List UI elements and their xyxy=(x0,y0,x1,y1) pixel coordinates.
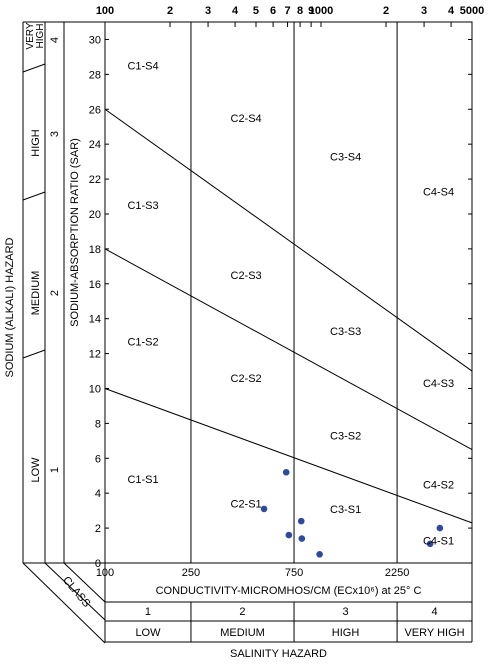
zone-label: C1-S1 xyxy=(127,474,158,486)
data-point xyxy=(316,550,323,558)
chart-frame xyxy=(22,21,473,644)
zone-label: C4-S4 xyxy=(423,186,454,198)
bottom-tick-label: 2250 xyxy=(385,567,409,579)
salinity-level-label: VERY HIGH xyxy=(404,627,464,639)
zone-label: C4-S2 xyxy=(423,479,454,491)
zone-label: C4-S3 xyxy=(423,378,454,390)
bottom-tick-label: 100 xyxy=(96,567,114,579)
zone-label: C2-S2 xyxy=(231,373,262,385)
y-tick-label: 22 xyxy=(89,174,101,186)
y-tick-label: 8 xyxy=(95,418,101,430)
y-tick-label: 4 xyxy=(95,488,101,500)
salinity-level-label: MEDIUM xyxy=(220,627,265,639)
data-point xyxy=(260,505,268,513)
corner-diagonal-outer xyxy=(22,562,106,644)
zone-label: C1-S4 xyxy=(127,61,158,73)
top-tick-label: 2 xyxy=(167,5,173,17)
left-hazard-label: SODIUM (ALKALI) HAZARD xyxy=(4,237,16,377)
x-axis-label: CONDUCTIVITY-MICROMHOS/CM (ECx10⁶) at 25… xyxy=(156,585,422,597)
sodium-class-divider-1 xyxy=(22,349,46,359)
sodium-class-divider-3 xyxy=(22,63,46,73)
sodium-class-divider-2 xyxy=(22,191,46,201)
data-point xyxy=(285,531,293,539)
data-point xyxy=(426,540,434,548)
top-tick-label: 3 xyxy=(205,5,211,17)
y-tick-label: 24 xyxy=(89,139,101,151)
zone-label: C4-S1 xyxy=(423,535,454,547)
salinity-level-label: LOW xyxy=(135,627,161,639)
y-tick-label: 0 xyxy=(95,558,101,570)
data-point xyxy=(297,517,305,525)
y-tick-label: 14 xyxy=(89,314,101,326)
zone-label: C3-S1 xyxy=(330,504,361,516)
top-tick-label: 8 xyxy=(297,5,303,17)
bottom-tick-label: 250 xyxy=(182,567,200,579)
data-point xyxy=(282,468,290,476)
sodium-line-2 xyxy=(104,248,473,451)
corner-diagonal-axis xyxy=(63,562,106,603)
y-axis-label: SODIUM-ABSORPTION RATIO (SAR) xyxy=(69,138,81,327)
y-tick-label: 30 xyxy=(89,34,101,46)
top-tick-label: 4 xyxy=(448,5,455,17)
salinity-level-label: HIGH xyxy=(332,627,360,639)
zone-label: C3-S2 xyxy=(330,431,361,443)
sodium-level-label: VERY xyxy=(25,22,36,49)
y-tick-label: 2 xyxy=(95,523,101,535)
plot-border xyxy=(104,21,473,564)
sodium-level-label: LOW xyxy=(30,457,42,483)
bottom-tick-label: 750 xyxy=(285,567,303,579)
y-tick-label: 6 xyxy=(95,453,101,465)
data-point xyxy=(436,524,444,532)
salinity-class-number: 3 xyxy=(342,606,348,618)
salinity-class-number: 2 xyxy=(239,606,245,618)
sodium-class-number: 2 xyxy=(49,290,61,296)
y-tick-label: 16 xyxy=(89,279,101,291)
sodium-line-3 xyxy=(104,108,473,372)
y-tick-label: 28 xyxy=(89,69,101,81)
zone-label: C1-S2 xyxy=(127,336,158,348)
top-tick-label: 5000 xyxy=(460,5,484,17)
zone-label: C1-S3 xyxy=(127,200,158,212)
top-tick-label: 3 xyxy=(421,5,427,17)
zone-label: C3-S4 xyxy=(330,151,361,163)
top-tick-label: 5 xyxy=(253,5,259,17)
sodium-level-label: HIGH xyxy=(30,129,42,157)
y-tick-label: 12 xyxy=(89,349,101,361)
top-tick-label: 9 xyxy=(308,5,314,17)
plot-area xyxy=(104,22,473,564)
top-tick-label: 1000 xyxy=(309,5,333,17)
top-tick-label: 6 xyxy=(270,5,276,17)
top-tick-label: 7 xyxy=(284,5,290,17)
y-tick-label: 10 xyxy=(89,383,101,395)
corner-diagonal-inner xyxy=(44,562,106,621)
sodium-level-label: MEDIUM xyxy=(30,271,42,316)
top-tick-label: 2 xyxy=(383,5,389,17)
zone-label: C2-S4 xyxy=(231,113,262,125)
sodium-level-label: HIGH xyxy=(35,24,46,49)
zone-label: C2-S1 xyxy=(231,499,262,511)
y-tick-label: 20 xyxy=(89,209,101,221)
sodium-line-1 xyxy=(104,388,473,524)
y-tick-label: 18 xyxy=(89,244,101,256)
salinity-hazard-label: SALINITY HAZARD xyxy=(230,648,327,660)
salinity-class-number: 4 xyxy=(431,606,437,618)
sodium-class-number: 4 xyxy=(49,37,61,43)
sodium-class-number: 3 xyxy=(49,131,61,137)
zone-label: C2-S3 xyxy=(231,270,262,282)
top-tick-label: 4 xyxy=(232,5,239,17)
sodium-class-number: 1 xyxy=(49,467,61,473)
salinity-class-number: 1 xyxy=(145,606,151,618)
top-tick-label: 100 xyxy=(96,5,114,17)
y-tick-label: 26 xyxy=(89,104,101,116)
data-point xyxy=(298,535,306,542)
zone-label: C3-S3 xyxy=(330,326,361,338)
